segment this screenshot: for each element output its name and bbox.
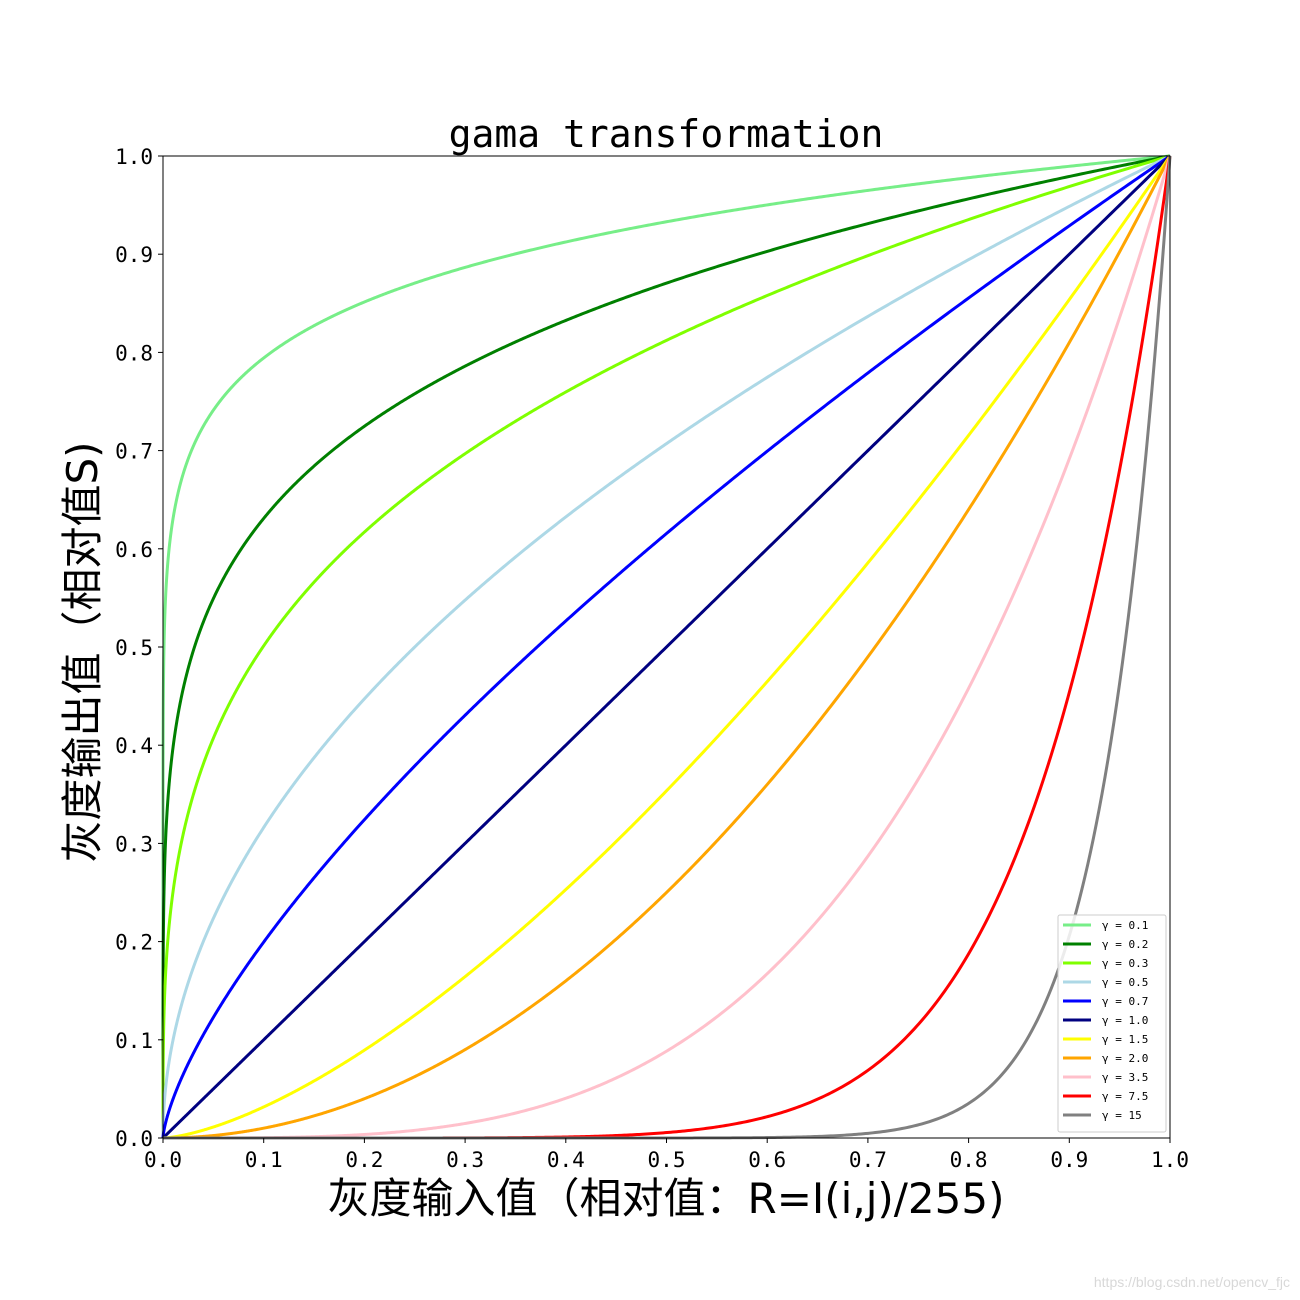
watermark: https://blog.csdn.net/opencv_fjc — [1094, 1274, 1290, 1290]
series-line-4 — [161, 154, 1171, 1140]
x-tick-label: 0.6 — [748, 1148, 786, 1172]
legend-label: γ = 0.5 — [1102, 976, 1148, 989]
legend-label: γ = 0.7 — [1102, 995, 1148, 1008]
legend-label: γ = 1.0 — [1102, 1014, 1148, 1027]
series-line-1 — [161, 154, 1171, 1138]
y-tick-label: 0.2 — [115, 931, 153, 955]
x-tick-label: 0.0 — [144, 1148, 182, 1172]
y-tick-label: 0.1 — [115, 1029, 153, 1053]
y-tick-label: 0.3 — [115, 832, 153, 856]
series-curves — [161, 154, 1172, 1140]
x-tick-label: 0.4 — [547, 1148, 585, 1172]
x-tick-label: 0.9 — [1050, 1148, 1088, 1172]
y-tick-label: 1.0 — [115, 145, 153, 169]
legend-label: γ = 15 — [1102, 1109, 1142, 1122]
legend-label: γ = 0.3 — [1102, 957, 1148, 970]
x-tick-label: 0.8 — [950, 1148, 988, 1172]
x-tick-label: 1.0 — [1151, 1148, 1189, 1172]
x-tick-label: 0.5 — [648, 1148, 686, 1172]
chart-title: gama transformation — [449, 112, 884, 156]
legend-label: γ = 0.1 — [1102, 919, 1148, 932]
series-line-2 — [161, 154, 1171, 1138]
y-tick-label: 0.6 — [115, 538, 153, 562]
legend-label: γ = 7.5 — [1102, 1090, 1148, 1103]
y-tick-label: 0.5 — [115, 636, 153, 660]
x-tick-label: 0.2 — [345, 1148, 383, 1172]
y-tick-label: 0.4 — [115, 734, 153, 758]
series-line-3 — [161, 154, 1171, 1140]
y-tick-label: 0.0 — [115, 1127, 153, 1151]
x-axis-label: 灰度输入值（相对值：R=I(i,j)/255) — [328, 1174, 1005, 1223]
series-line-5 — [161, 154, 1172, 1140]
y-tick-label: 0.7 — [115, 440, 153, 464]
axis-ticks: 0.0 0.1 0.2 0.3 0.4 0.5 0.6 0.7 0.8 0.9 1.0 0.0 0.1 0… — [115, 145, 1189, 1172]
legend: γ = 0.1 γ = 0.2 γ = 0.3 γ = 0.5 γ = 0.7 γ = 1… — [1057, 914, 1167, 1133]
series-line-0 — [161, 154, 1171, 1138]
x-tick-label: 0.7 — [849, 1148, 887, 1172]
y-tick-label: 0.8 — [115, 341, 153, 365]
y-tick-label: 0.9 — [115, 243, 153, 267]
legend-label: γ = 3.5 — [1102, 1071, 1148, 1084]
y-axis-label: 灰度输出值（相对值S) — [58, 441, 107, 862]
legend-label: γ = 1.5 — [1102, 1033, 1148, 1046]
legend-label: γ = 2.0 — [1102, 1052, 1148, 1065]
x-tick-label: 0.1 — [245, 1148, 283, 1172]
legend-label: γ = 0.2 — [1102, 938, 1148, 951]
x-tick-label: 0.3 — [446, 1148, 484, 1172]
